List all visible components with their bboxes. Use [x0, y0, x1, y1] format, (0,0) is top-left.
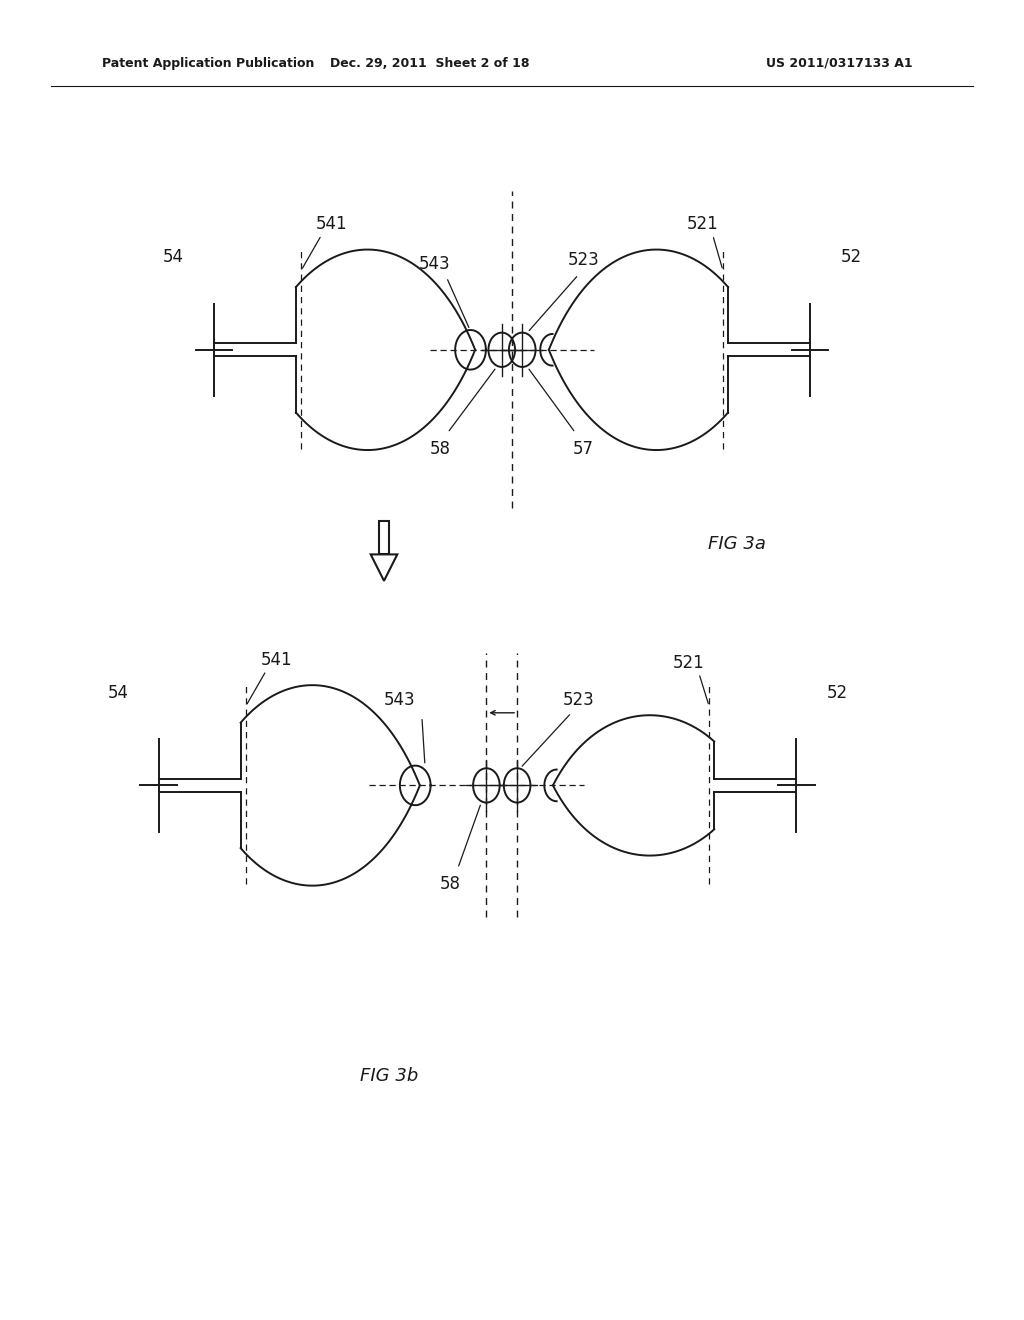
Text: 52: 52 — [826, 684, 848, 702]
Text: Patent Application Publication: Patent Application Publication — [102, 57, 314, 70]
Text: 523: 523 — [562, 690, 595, 709]
Text: 54: 54 — [108, 684, 128, 702]
Text: FIG 3b: FIG 3b — [360, 1067, 418, 1085]
Text: FIG 3a: FIG 3a — [709, 535, 766, 553]
Text: US 2011/0317133 A1: US 2011/0317133 A1 — [766, 57, 913, 70]
Text: 521: 521 — [686, 215, 719, 234]
Text: 543: 543 — [384, 690, 415, 709]
Text: 57: 57 — [573, 440, 594, 458]
Text: Dec. 29, 2011  Sheet 2 of 18: Dec. 29, 2011 Sheet 2 of 18 — [331, 57, 529, 70]
Polygon shape — [379, 521, 389, 554]
Text: 58: 58 — [430, 440, 451, 458]
Text: 541: 541 — [316, 215, 347, 234]
Text: 521: 521 — [673, 653, 705, 672]
Text: 58: 58 — [440, 875, 461, 894]
Text: 52: 52 — [841, 248, 861, 267]
Text: 543: 543 — [419, 255, 450, 273]
Polygon shape — [371, 554, 397, 581]
Text: 54: 54 — [163, 248, 183, 267]
Text: 523: 523 — [567, 251, 600, 269]
Text: 541: 541 — [261, 651, 292, 669]
